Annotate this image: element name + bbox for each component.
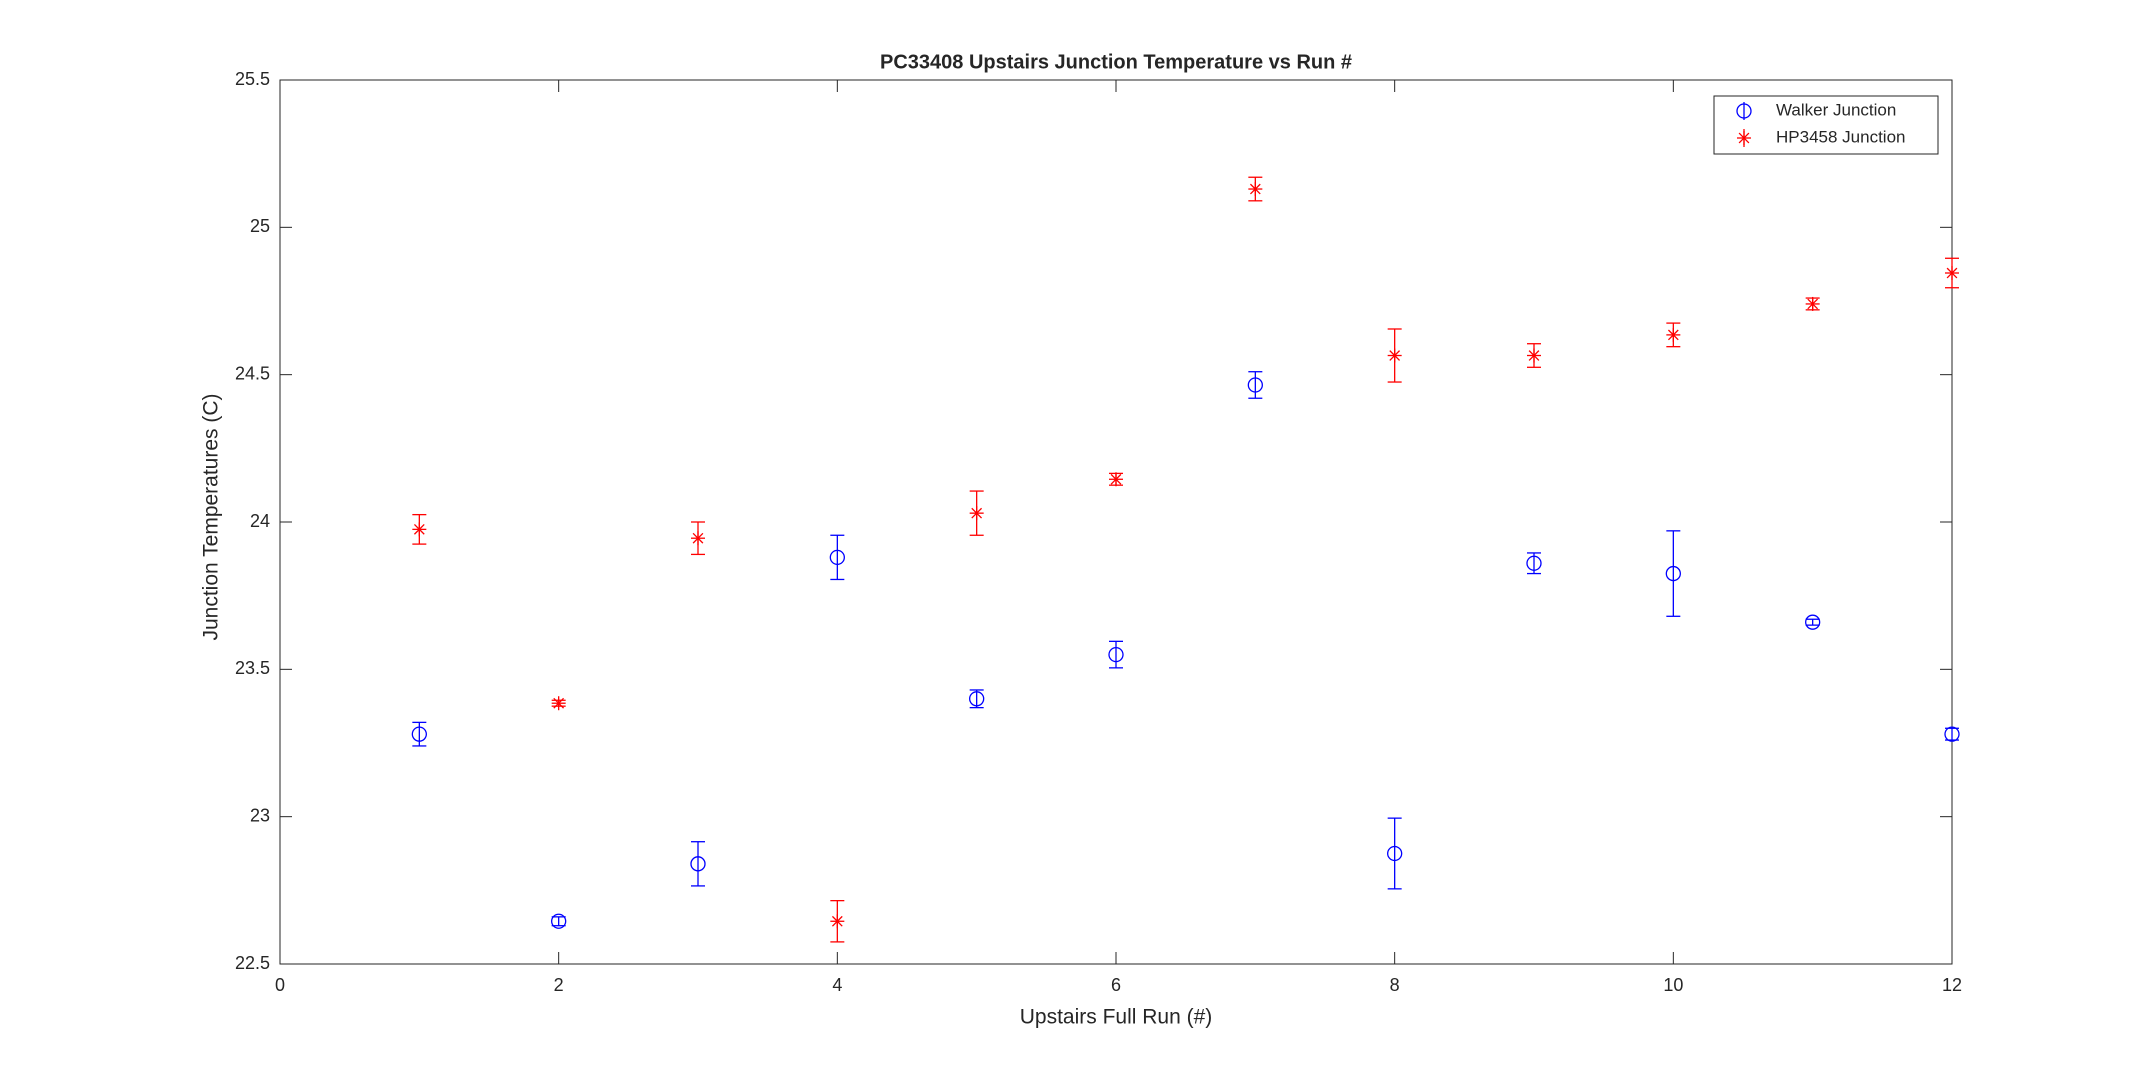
- marker-stroke: [831, 915, 843, 927]
- marker: [1665, 565, 1681, 582]
- marker-stroke: [1946, 267, 1958, 279]
- x-tick-label: 6: [1111, 975, 1121, 995]
- marker: [1387, 845, 1403, 862]
- marker: [1737, 131, 1751, 145]
- marker: [1108, 646, 1124, 663]
- error-bar: [691, 841, 705, 887]
- x-axis-label: Upstairs Full Run (#): [1020, 1006, 1213, 1029]
- y-tick-label: 24: [250, 511, 270, 531]
- marker: [969, 691, 985, 707]
- legend-label: HP3458 Junction: [1776, 127, 1905, 146]
- marker: [829, 549, 845, 566]
- marker-stroke: [413, 524, 425, 535]
- y-tick-label: 22.5: [235, 953, 270, 973]
- legend-box: [1713, 95, 1939, 155]
- marker-stroke: [1807, 298, 1819, 310]
- marker: [412, 522, 427, 537]
- error-bar: [1666, 530, 1681, 617]
- marker: [1805, 296, 1820, 311]
- marker: [1109, 472, 1123, 487]
- marker-stroke: [1110, 473, 1122, 485]
- marker: [830, 914, 845, 929]
- marker: [1805, 614, 1821, 630]
- y-tick-label: 24.5: [235, 363, 270, 383]
- x-tick-label: 2: [554, 975, 564, 995]
- marker-stroke: [971, 507, 983, 519]
- marker: [690, 856, 706, 872]
- marker: [1527, 348, 1541, 363]
- x-tick-label: 10: [1663, 975, 1683, 995]
- error-bar: [969, 689, 984, 709]
- x-tick-label: 12: [1942, 975, 1962, 995]
- marker-stroke: [553, 697, 565, 709]
- error-bar: [1248, 371, 1263, 399]
- marker: [551, 913, 567, 929]
- marker: [1248, 182, 1263, 197]
- y-tick-label: 23: [250, 805, 270, 825]
- marker-stroke: [1249, 183, 1261, 195]
- marker: [1945, 266, 1959, 281]
- marker: [969, 506, 984, 521]
- y-tick-label: 25: [250, 216, 270, 236]
- error-bar: [1387, 817, 1402, 890]
- marker: [551, 696, 566, 711]
- x-tick-label: 8: [1390, 975, 1400, 995]
- marker: [1526, 555, 1542, 571]
- marker: [1736, 103, 1752, 119]
- marker: [691, 531, 705, 546]
- marker: [1247, 377, 1263, 393]
- error-bar: [830, 534, 845, 581]
- y-axis-label: Junction Temperatures (C): [200, 393, 223, 640]
- marker: [411, 726, 427, 742]
- y-tick-label: 25.5: [235, 69, 270, 89]
- chart-title: PC33408 Upstairs Junction Temperature vs…: [880, 51, 1352, 73]
- legend-label: Walker Junction: [1776, 100, 1896, 119]
- error-bar: [1805, 618, 1820, 626]
- error-bar: [412, 721, 427, 747]
- error-bar: [1109, 640, 1123, 669]
- marker-stroke: [692, 532, 704, 544]
- y-tick-label: 23.5: [235, 658, 270, 678]
- marker: [1666, 327, 1681, 342]
- marker: [1944, 726, 1960, 742]
- x-tick-label: 0: [275, 975, 285, 995]
- marker-stroke: [1738, 132, 1750, 144]
- marker-stroke: [1528, 350, 1540, 361]
- x-tick-label: 4: [832, 975, 842, 995]
- marker-stroke: [1389, 350, 1401, 361]
- marker: [1387, 348, 1402, 363]
- marker-stroke: [1667, 329, 1679, 341]
